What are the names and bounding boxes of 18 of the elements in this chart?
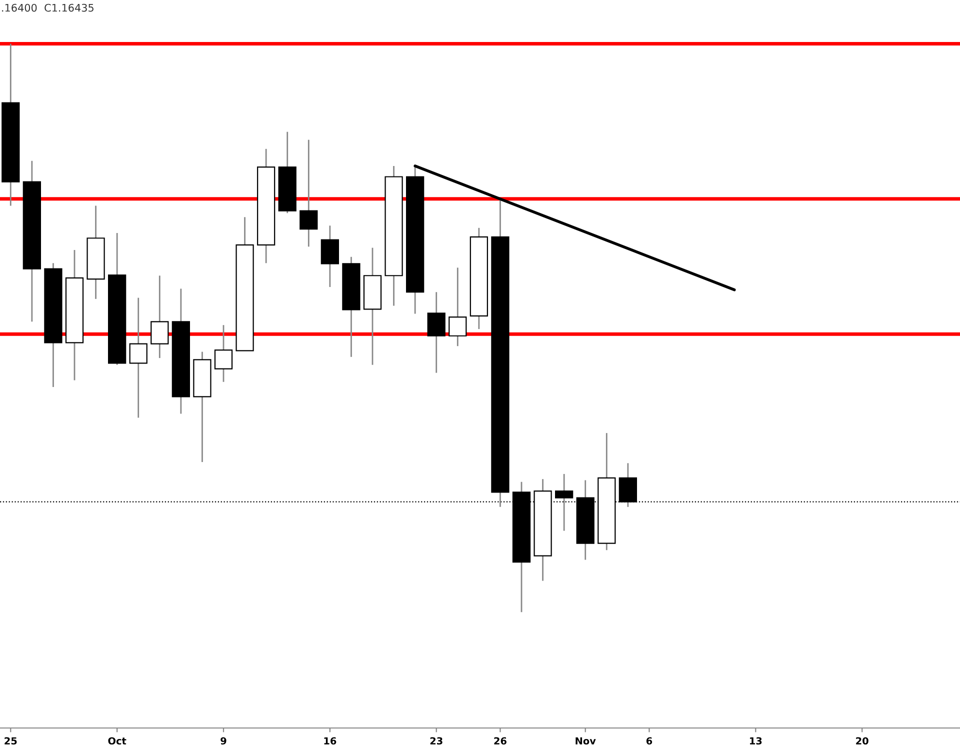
candlestick <box>300 139 318 248</box>
x-tick-label: 16 <box>324 737 336 745</box>
x-tick-label: 20 <box>856 737 868 745</box>
x-tick-label: 25 <box>4 737 17 745</box>
candlestick <box>214 324 233 383</box>
x-tick-label: 13 <box>750 737 762 745</box>
candlestick <box>129 297 148 418</box>
x-tick-label: 6 <box>646 737 652 745</box>
text: .16400 C1.16435 <box>2 4 94 12</box>
candlestick <box>150 274 169 359</box>
x-tick-label: 9 <box>220 737 226 745</box>
x-tick-label: Oct <box>108 737 126 745</box>
x-tick-label: 23 <box>430 737 442 745</box>
candlestick <box>320 224 340 288</box>
candlestick <box>427 291 446 374</box>
candlestick <box>448 266 467 347</box>
x-tick-label: 26 <box>494 737 506 745</box>
x-tick-label: Nov <box>576 737 596 745</box>
